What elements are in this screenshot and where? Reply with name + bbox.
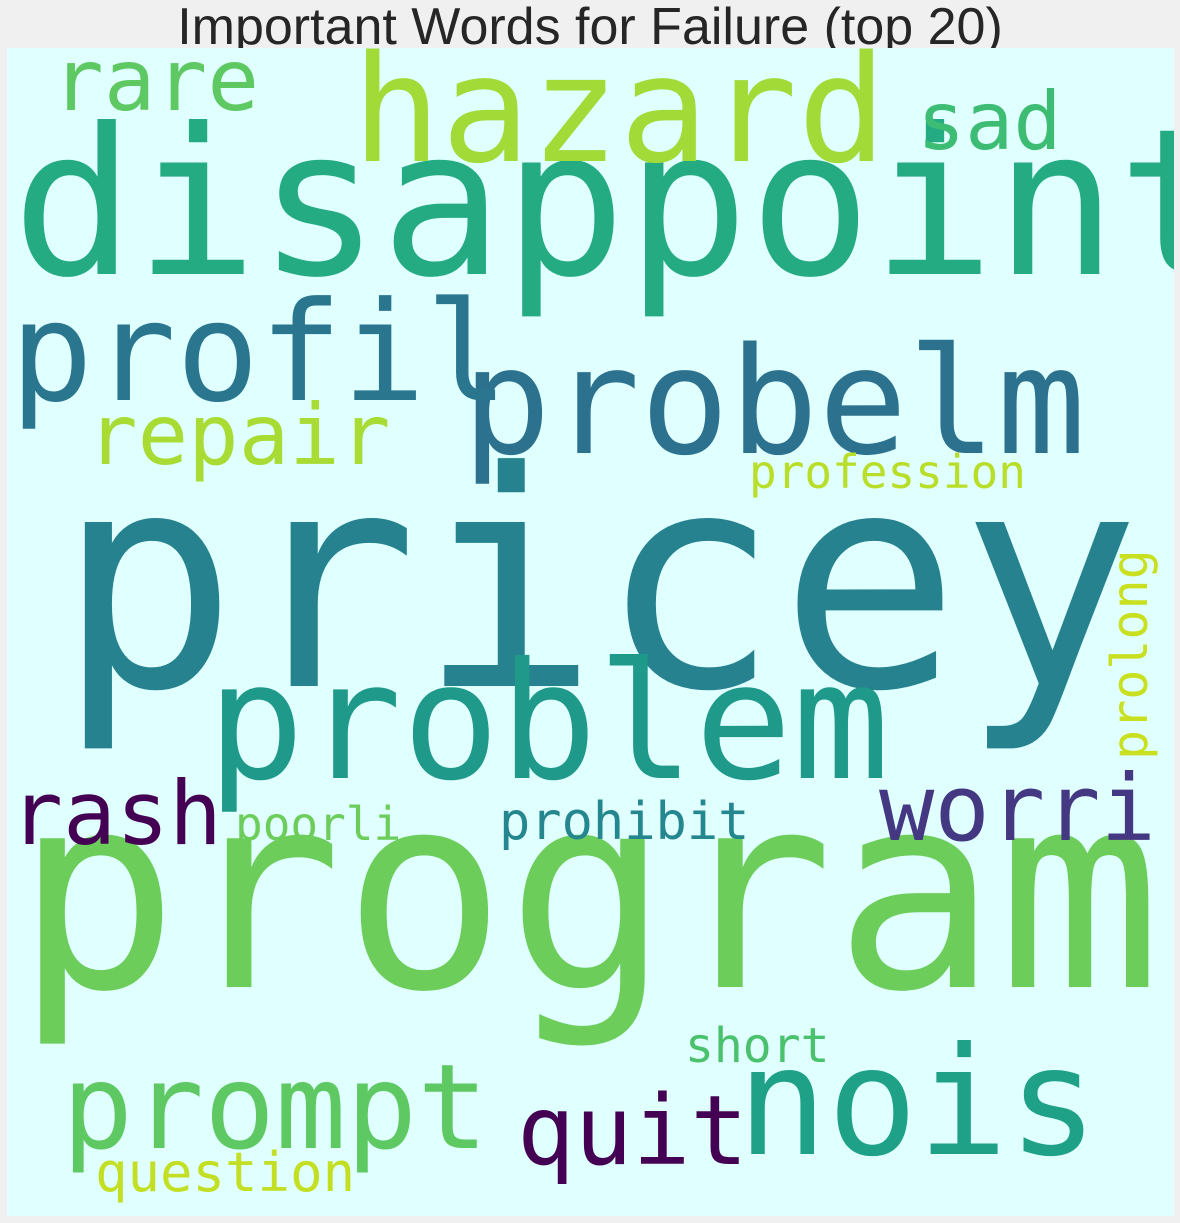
word-prolong: prolong	[1101, 549, 1159, 760]
word-profil: profil	[10, 272, 509, 433]
word-hazard: hazard	[352, 48, 887, 196]
word-cloud: pricey program disappoint problem probel…	[7, 48, 1174, 1216]
word-profession: profession	[749, 445, 1026, 499]
word-problem: problem	[207, 629, 890, 817]
word-rash: rash	[10, 762, 222, 865]
word-short: short	[685, 1018, 830, 1074]
word-disappoint: disappoint	[12, 86, 1174, 323]
word-rare: rare	[52, 48, 260, 131]
word-question: question	[95, 1141, 356, 1204]
word-prohibit: prohibit	[499, 792, 750, 852]
chart-title: Important Words for Failure (top 20)	[177, 0, 1003, 56]
word-probelm: probelm	[462, 316, 1086, 488]
word-pricey: pricey	[57, 408, 1141, 757]
word-repair: repair	[87, 386, 391, 484]
word-nois: nois	[737, 1016, 1099, 1190]
word-poorli: poorli	[235, 797, 402, 851]
word-worri: worri	[879, 755, 1156, 862]
word-prompt: prompt	[62, 1038, 489, 1176]
word-program: program	[15, 736, 1162, 1052]
word-quit: quit	[517, 1075, 749, 1187]
word-sad: sad	[917, 75, 1062, 168]
